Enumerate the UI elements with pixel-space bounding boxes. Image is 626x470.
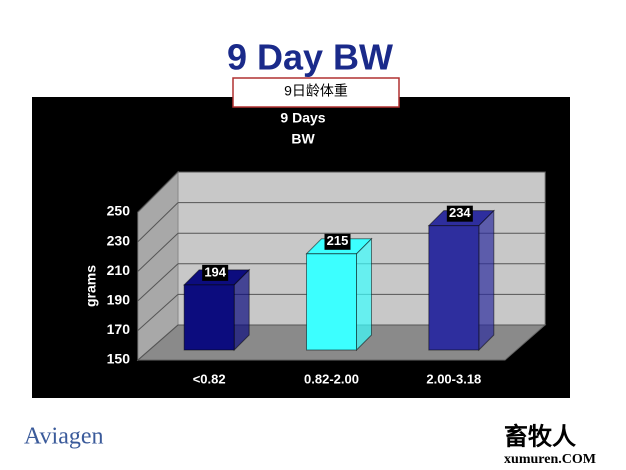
value-label-box — [202, 264, 229, 281]
annotation-box — [232, 77, 400, 108]
bar — [183, 284, 235, 351]
y-tick-label: 230 — [107, 232, 131, 248]
bar — [428, 225, 480, 351]
y-tick-label: 170 — [107, 321, 131, 337]
grid-line — [137, 232, 179, 272]
y-tick-label: 210 — [107, 262, 131, 278]
watermark-name: 畜牧人 — [504, 422, 576, 450]
x-tick-label: <0.82 — [193, 371, 226, 386]
y-tick-label: 150 — [107, 351, 131, 367]
grid-line — [137, 202, 179, 242]
slide-title: 9 Day BW — [227, 37, 393, 78]
chart-subtitle: BW — [291, 131, 315, 147]
bar-side — [356, 237, 372, 352]
value-label: 194 — [204, 264, 226, 279]
x-tick-label: 2.00-3.18 — [426, 371, 481, 386]
y-tick-label: 190 — [107, 292, 131, 308]
value-label-box — [446, 205, 473, 222]
chart-title: 9 Days — [280, 110, 325, 126]
grid-line — [137, 294, 179, 331]
logo: Aviagen — [24, 424, 104, 450]
plot: 150 170 190 210 230 250 194 <0.82 215 0.82-2.00 23… — [107, 170, 547, 386]
annotation: 9日龄体重 — [284, 83, 348, 99]
y-tick-label: 250 — [107, 203, 131, 219]
grid-line — [137, 324, 179, 361]
bar — [306, 253, 357, 351]
value-label: 215 — [327, 233, 349, 248]
grid-line — [137, 263, 179, 302]
bar-side — [478, 209, 495, 352]
grid-line — [137, 171, 179, 213]
x-tick-label: 0.82-2.00 — [304, 371, 359, 386]
y-axis-label: grams — [83, 265, 99, 307]
value-label-box — [324, 233, 351, 250]
value-label: 234 — [449, 205, 471, 220]
watermark-site: xumuren.COM — [504, 452, 596, 467]
